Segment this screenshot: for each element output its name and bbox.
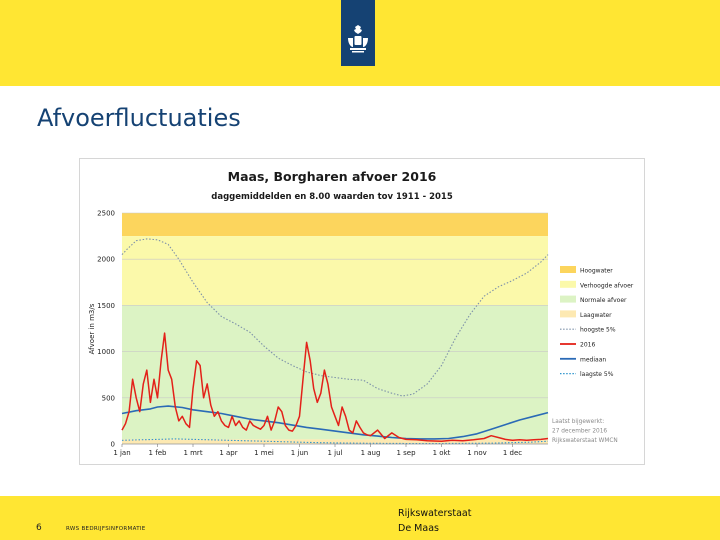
discharge-chart: Maas, Borgharen afvoer 2016 daggemiddeld… xyxy=(79,158,645,465)
x-tick-label: 1 aug xyxy=(361,449,381,457)
x-tick-label: 1 jul xyxy=(327,449,342,457)
legend-label: hoogste 5% xyxy=(580,327,616,334)
legend-label: laagste 5% xyxy=(580,371,614,378)
chart-series xyxy=(121,238,549,445)
band-0 xyxy=(122,213,548,237)
y-tick-label: 500 xyxy=(102,394,115,402)
legend-label: 2016 xyxy=(580,342,595,349)
band-3 xyxy=(122,439,548,444)
x-tick-label: 1 nov xyxy=(467,449,487,457)
government-logo xyxy=(341,0,375,66)
legend-swatch-0 xyxy=(560,266,576,273)
legend-label: Laagwater xyxy=(580,312,612,319)
x-tick-label: 1 sep xyxy=(396,449,416,457)
x-tick-label: 1 feb xyxy=(149,449,167,457)
threshold-bands xyxy=(122,213,548,444)
y-tick-label: 2500 xyxy=(97,210,115,218)
band-1 xyxy=(122,236,548,306)
page-number: 6 xyxy=(36,523,42,533)
y-tick-label: 1000 xyxy=(97,348,115,356)
slide-subject: De Maas xyxy=(398,523,439,534)
coat-of-arms-icon xyxy=(348,25,368,53)
series-line-mediaan xyxy=(121,405,549,440)
series-line-2016 xyxy=(121,332,549,442)
legend-swatch-1 xyxy=(560,280,576,288)
x-tick-label: 1 jun xyxy=(291,449,309,457)
y-tick-label: 0 xyxy=(111,441,115,449)
x-tick-label: 1 dec xyxy=(503,449,522,457)
x-tick-label: 1 apr xyxy=(219,449,237,457)
footer-label: RWS BEDRIJFSINFORMATIE xyxy=(66,526,146,532)
legend-swatch-3 xyxy=(560,310,576,318)
organization-name: Rijkswaterstaat xyxy=(398,508,472,519)
legend-label: mediaan xyxy=(580,356,606,363)
annotation-line: 27 december 2016 xyxy=(552,429,607,435)
x-tick-label: 1 jan xyxy=(113,449,130,457)
annotation-line: Laatst bijgewerkt: xyxy=(552,419,604,425)
series-line-hoogste-5- xyxy=(121,238,549,397)
chart-subtitle: daggemiddelden en 8.00 waarden tov 1911 … xyxy=(211,192,453,202)
x-tick-label: 1 mrt xyxy=(183,449,202,457)
legend-label: Verhoogde afvoer xyxy=(580,282,634,289)
x-tick-label: 1 mei xyxy=(254,449,274,457)
update-annotation: Laatst bijgewerkt: 27 december 2016 Rijksw… xyxy=(552,419,618,444)
legend-label: Hoogwater xyxy=(580,268,613,275)
y-axis-label: Afvoer in m3/s xyxy=(88,303,96,354)
chart-canvas: Maas, Borgharen afvoer 2016 daggemiddeld… xyxy=(88,169,634,457)
y-tick-label: 2000 xyxy=(97,256,115,264)
band-2 xyxy=(122,305,548,440)
legend-label: Normale afvoer xyxy=(580,297,627,304)
chart-title: Maas, Borgharen afvoer 2016 xyxy=(228,169,437,184)
y-tick-label: 1500 xyxy=(97,302,115,310)
chart-axes: 0 500 1000 1500 2000 2500 1 jan 1 feb 1 mrt 1 apr… xyxy=(97,210,548,457)
x-tick-label: 1 okt xyxy=(433,449,451,457)
chart-legend: Hoogwater Verhoogde afvoer Normale afvoer L… xyxy=(560,266,634,378)
annotation-line: Rijkswaterstaat WMCN xyxy=(552,438,618,444)
footer-band xyxy=(0,496,720,540)
legend-swatch-2 xyxy=(560,295,576,303)
slide-title: Afvoerfluctuaties xyxy=(37,104,241,132)
